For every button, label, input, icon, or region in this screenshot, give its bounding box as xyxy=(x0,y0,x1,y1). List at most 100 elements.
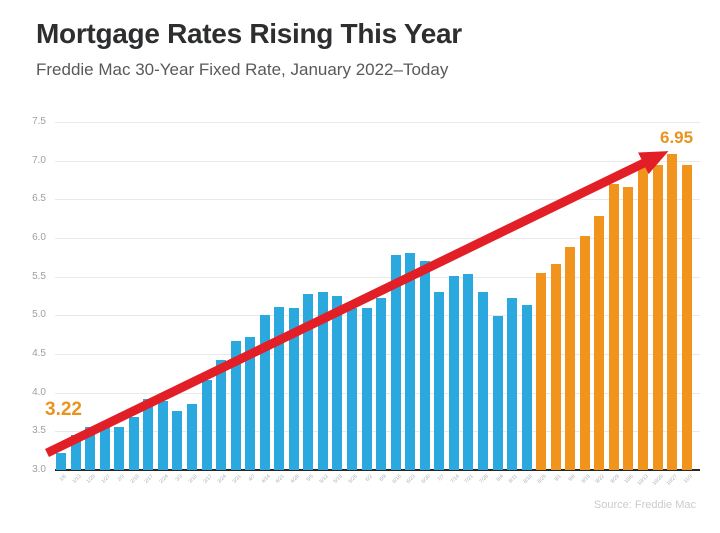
x-tick-label: 4/21 xyxy=(275,474,286,485)
bar-1/20 xyxy=(85,426,96,470)
gridline xyxy=(55,199,700,201)
x-tick-label: 7/28 xyxy=(478,474,490,485)
bar-6/2 xyxy=(361,308,372,470)
y-tick-label: 4.5 xyxy=(32,348,46,359)
x-tick-label: 8/25 xyxy=(537,474,548,485)
x-tick-label: 7/21 xyxy=(464,474,475,485)
bar-3/10 xyxy=(186,404,197,470)
bar-4/7 xyxy=(245,336,256,470)
bar-5/26 xyxy=(347,307,357,470)
bar-7/7 xyxy=(434,292,445,470)
bar-4/14 xyxy=(259,315,270,470)
x-tick-label: 3/10 xyxy=(187,474,199,485)
bar-10/13 xyxy=(638,166,648,470)
x-tick-label: 5/19 xyxy=(333,474,345,485)
y-tick-label: 7.0 xyxy=(32,154,46,166)
x-tick-label: 6/9 xyxy=(379,474,388,483)
x-tick-label: 11/3 xyxy=(682,474,694,485)
bar-11/3 xyxy=(681,164,692,470)
y-tick-label: 5.5 xyxy=(32,270,46,282)
x-tick-label: 6/16 xyxy=(391,474,403,485)
bar-9/22 xyxy=(594,215,605,470)
x-tick-label: 1/20 xyxy=(86,474,97,485)
bar-7/28 xyxy=(477,292,488,470)
x-tick-label: 10/27 xyxy=(666,474,679,487)
x-axis-line xyxy=(55,469,700,471)
bar-5/5 xyxy=(303,294,314,470)
bar-6/30 xyxy=(419,261,430,470)
x-tick-label: 3/24 xyxy=(217,474,228,485)
bar-7/21 xyxy=(463,273,474,470)
bar-9/1 xyxy=(550,264,561,470)
bar-8/18 xyxy=(521,305,532,470)
x-tick-label: 6/2 xyxy=(364,474,374,483)
bar-9/15 xyxy=(579,236,590,470)
x-tick-label: 8/4 xyxy=(495,474,505,483)
x-tick-label: 4/7 xyxy=(248,474,257,483)
x-tick-label: 6/30 xyxy=(420,474,432,485)
start-value-label: 3.22 xyxy=(45,399,82,420)
bar-4/21 xyxy=(274,306,285,470)
bar-6/23 xyxy=(405,252,416,470)
bar-8/11 xyxy=(507,298,518,470)
bar-3/3 xyxy=(172,411,183,470)
gridline xyxy=(55,122,700,123)
x-tick-label: 4/28 xyxy=(289,474,301,485)
chart-subtitle: Freddie Mac 30-Year Fixed Rate, January … xyxy=(36,60,449,79)
bar-4/28 xyxy=(288,307,299,470)
x-tick-label: 9/15 xyxy=(580,474,592,485)
bar-9/29 xyxy=(608,183,619,470)
x-tick-label: 8/18 xyxy=(522,474,534,485)
source-credit: Source: Freddie Mac xyxy=(593,499,696,511)
bar-1/27 xyxy=(99,427,110,470)
bar-7/14 xyxy=(448,275,459,470)
bar-10/27 xyxy=(667,154,678,470)
x-tick-label: 2/10 xyxy=(129,474,141,485)
x-tick-label: 1/27 xyxy=(100,474,112,485)
y-tick-label: 7.5 xyxy=(32,116,46,127)
bar-3/31 xyxy=(230,340,241,470)
x-tick-label: 7/14 xyxy=(449,474,461,485)
bar-6/9 xyxy=(376,297,387,470)
x-tick-label: 10/6 xyxy=(624,474,636,485)
y-tick-label: 5.0 xyxy=(32,309,46,321)
y-tick-label: 3.0 xyxy=(32,464,46,475)
x-tick-label: 2/17 xyxy=(144,474,155,485)
bar-1/6 xyxy=(56,452,66,470)
x-tick-label: 5/26 xyxy=(347,474,359,485)
x-tick-label: 9/29 xyxy=(609,474,621,485)
bar-2/17 xyxy=(143,398,154,470)
bar-5/19 xyxy=(332,296,343,470)
chart-title: Mortgage Rates Rising This Year xyxy=(36,18,462,49)
y-tick-label: 4.0 xyxy=(32,386,46,398)
bar-1/13 xyxy=(70,435,81,470)
x-tick-label: 3/31 xyxy=(231,474,243,485)
end-value-label: 6.95 xyxy=(660,128,694,147)
x-tick-label: 9/1 xyxy=(553,474,563,483)
x-tick-label: 8/11 xyxy=(508,474,519,485)
x-tick-label: 2/3 xyxy=(117,474,126,483)
x-tick-label: 5/12 xyxy=(318,474,330,485)
bar-2/24 xyxy=(157,401,168,470)
x-tick-label: 1/6 xyxy=(58,474,68,483)
bar-2/3 xyxy=(114,427,125,470)
x-tick-label: 5/5 xyxy=(306,474,315,483)
bar-10/20 xyxy=(652,165,663,470)
x-tick-label: 3/17 xyxy=(202,474,214,485)
gridline xyxy=(55,160,700,162)
bar-9/8 xyxy=(565,246,576,470)
x-tick-label: 10/13 xyxy=(636,474,650,487)
bar-6/16 xyxy=(390,255,401,470)
x-tick-label: 9/8 xyxy=(568,474,577,483)
y-tick-label: 3.5 xyxy=(32,425,46,437)
bar-8/4 xyxy=(492,316,503,470)
y-tick-label: 6.5 xyxy=(32,193,46,205)
bar-2/10 xyxy=(128,416,139,470)
bar-3/24 xyxy=(216,360,227,470)
x-tick-label: 3/3 xyxy=(175,474,184,483)
x-tick-label: 1/13 xyxy=(71,474,83,485)
x-tick-label: 2/24 xyxy=(158,474,170,485)
x-tick-label: 6/23 xyxy=(406,474,417,485)
